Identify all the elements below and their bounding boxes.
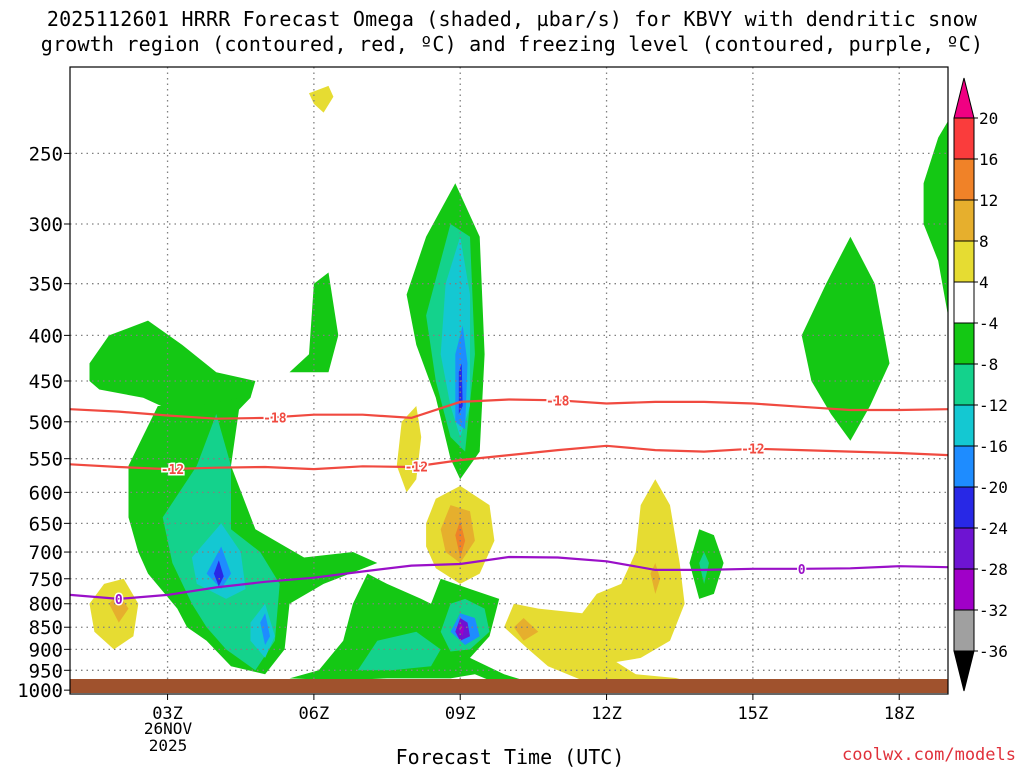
omega-region-15	[458, 622, 465, 637]
chart-title-line2: growth region (contoured, red, ºC) and f…	[40, 32, 984, 56]
omega-region-0	[89, 320, 256, 418]
omega-region-24	[455, 520, 466, 558]
contour-line-0	[70, 398, 948, 420]
colorbar-bin--32-to--28	[953, 568, 975, 611]
omega-region-11	[357, 631, 441, 671]
contour-line-2	[70, 555, 948, 601]
colorbar-label-12: 12	[979, 191, 998, 210]
colorbar-bin--36-to--32	[953, 609, 975, 652]
y-tick-label-300: 300	[29, 214, 63, 236]
omega-region-32	[801, 236, 890, 441]
colorbar-bin--4-to-4	[953, 281, 975, 324]
colorbar-label--24: -24	[979, 519, 1008, 538]
colorbar-bin--24-to--20	[953, 486, 975, 529]
contour-label-2-1: 0	[798, 563, 806, 578]
colorbar-label-16: 16	[979, 150, 998, 169]
contour-label-1-1: -12	[405, 460, 428, 475]
omega-region-1	[128, 397, 378, 675]
contour-label-0-1: -18	[546, 394, 570, 409]
y-tick-label-950: 950	[29, 660, 63, 682]
y-tick-label-400: 400	[29, 325, 63, 347]
colorbar-bin--12-to--8	[953, 363, 975, 406]
y-tick-label-600: 600	[29, 482, 63, 504]
contour-label-0-0: -18	[263, 411, 287, 426]
y-tick-label-900: 900	[29, 639, 63, 661]
contour-label-1-2: -12	[741, 443, 764, 458]
y-tick-label-450: 450	[29, 371, 63, 393]
x-tick-label-06Z: 06Z	[299, 704, 330, 724]
colorbar-label-4: 4	[979, 273, 989, 292]
x-tick-label-03Z: 03Z	[152, 704, 183, 724]
colorbar-label--36: -36	[979, 642, 1008, 661]
omega-region-28	[513, 618, 539, 641]
y-tick-label-700: 700	[29, 542, 63, 564]
omega-region-7	[213, 560, 224, 587]
colorbar-above-arrow	[953, 77, 975, 119]
colorbar-bin--20-to--16	[953, 445, 975, 488]
omega-region-9	[309, 85, 334, 113]
y-tick-label-1000: 1000	[17, 680, 63, 702]
colorbar-below-arrow	[953, 650, 975, 692]
omega-region-21	[396, 406, 422, 493]
x-axis-label: Forecast Time (UTC)	[395, 745, 625, 769]
colorbar-label--8: -8	[979, 355, 998, 374]
omega-region-26	[109, 593, 129, 623]
omega-region-31	[699, 552, 709, 584]
credit-link[interactable]: coolwx.com/models	[842, 745, 1016, 765]
colorbar-bin-12-to-16	[953, 158, 975, 201]
omega-region-25	[89, 578, 139, 650]
colorbar-bin-16-to-20	[953, 117, 975, 160]
y-tick-label-750: 750	[29, 569, 63, 591]
omega-region-6	[260, 613, 270, 645]
colorbar-bin--8-to--4	[953, 322, 975, 365]
colorbar-bin--16-to--12	[953, 404, 975, 447]
y-tick-label-800: 800	[29, 594, 63, 616]
y-tick-label-650: 650	[29, 513, 63, 535]
omega-region-29	[650, 563, 661, 594]
colorbar-label--20: -20	[979, 478, 1008, 497]
contour-label-1-0: -12	[161, 463, 184, 478]
omega-region-33	[923, 121, 948, 316]
contour-line-1	[70, 444, 948, 471]
colorbar-bin-4-to-8	[953, 240, 975, 283]
y-tick-label-250: 250	[29, 143, 63, 165]
y-tick-label-500: 500	[29, 412, 63, 434]
y-tick-label-550: 550	[29, 449, 63, 471]
colorbar-label-20: 20	[979, 109, 998, 128]
chart-title-line1: 2025112601 HRRR Forecast Omega (shaded, …	[46, 7, 978, 31]
ground-surface	[70, 679, 948, 693]
x-tick-label-12Z: 12Z	[591, 704, 622, 724]
colorbar-label--12: -12	[979, 396, 1008, 415]
colorbar-label--4: -4	[979, 314, 998, 333]
contour-label-2-0: 0	[115, 593, 123, 608]
date-year-label: 2025	[148, 736, 188, 755]
y-tick-label-350: 350	[29, 274, 63, 296]
colorbar-label-8: 8	[979, 232, 989, 251]
date-day-label: 26NOV	[143, 719, 193, 738]
temperature-contours: -18 -18 -12 -12 -12 0 0	[70, 393, 948, 609]
x-tick-label-18Z: 18Z	[884, 704, 915, 724]
omega-shading-layer	[89, 85, 948, 685]
colorbar-bin-8-to-12	[953, 199, 975, 242]
time-axis: 03Z 06Z 09Z 12Z 15Z 18Z	[152, 694, 915, 724]
omega-region-8	[289, 272, 339, 373]
pressure-axis: 2503003504004505005506006507007508008509…	[17, 143, 70, 702]
colorbar-label--16: -16	[979, 437, 1008, 456]
x-tick-label-09Z: 09Z	[445, 704, 476, 724]
omega-region-27	[504, 479, 685, 683]
colorbar-label--28: -28	[979, 560, 1008, 579]
colorbar: 20 16 12 8 4 -4 -8 -12 -16 -20 -24 -28 -32 -36	[953, 77, 1008, 692]
colorbar-bin--28-to--24	[953, 527, 975, 570]
x-tick-label-15Z: 15Z	[738, 704, 769, 724]
y-tick-label-850: 850	[29, 617, 63, 639]
colorbar-label--32: -32	[979, 601, 1008, 620]
